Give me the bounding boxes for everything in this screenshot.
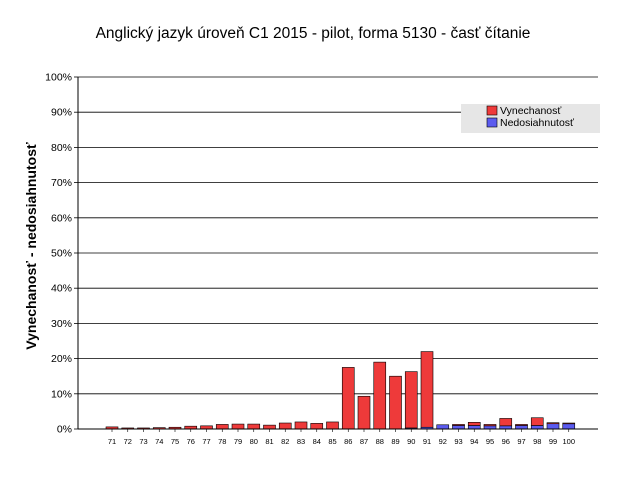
- x-tick-label: 88: [376, 437, 384, 446]
- y-tick-label: 20%: [51, 353, 72, 365]
- grid-lines: [78, 76, 598, 395]
- x-tick-label: 81: [265, 437, 273, 446]
- bar-nedosiahnutost-98: [530, 425, 544, 430]
- bar-vynechanost-83: [294, 421, 308, 430]
- y-tick-label: 10%: [51, 388, 72, 400]
- bar-vynechanost-94: [467, 422, 481, 426]
- bar-vynechanost-89: [389, 375, 402, 430]
- bar-nedosiahnutost-97: [515, 425, 528, 430]
- y-tick-label: 80%: [51, 142, 72, 154]
- y-tick-label: 30%: [51, 318, 72, 330]
- bar-vynechanost-78: [215, 424, 229, 430]
- bar-vynechanost-90: [404, 371, 418, 429]
- x-tick-label: 91: [423, 437, 431, 446]
- bar-vynechanost-79: [231, 423, 245, 430]
- x-tick-label: 79: [234, 437, 242, 446]
- x-tick-label: 95: [486, 437, 494, 446]
- x-tick-label: 84: [313, 437, 321, 446]
- bar-nedosiahnutost-99: [546, 423, 560, 430]
- legend: Vynechanosť Nedosiahnutosť: [461, 104, 600, 133]
- x-tick-label: 89: [391, 437, 399, 446]
- x-tick-label: 76: [187, 437, 195, 446]
- bar-vynechanost-97: [515, 424, 528, 426]
- x-tick-label: 92: [439, 437, 447, 446]
- x-tick-label: 78: [218, 437, 226, 446]
- x-tick-label: 83: [297, 437, 305, 446]
- x-tick-label: 94: [470, 437, 478, 446]
- bar-vynechanost-96: [499, 418, 513, 427]
- bar-vynechanost-80: [247, 423, 261, 430]
- x-tick-label: 86: [344, 437, 352, 446]
- legend-background: [461, 104, 600, 133]
- bar-nedosiahnutost-93: [452, 425, 465, 430]
- x-axis-ticks: 71 72 73 74 75 76 77 78 79 80 81 82 83 84 85 86 87 88 89 90…: [108, 429, 575, 446]
- y-axis-label: Vynechanosť - nedosiahnutosť: [23, 142, 39, 350]
- x-tick-label: 98: [533, 437, 541, 446]
- x-tick-label: 74: [155, 437, 163, 446]
- y-axis-ticks: 0% 10% 20% 30% 40% 50% 60% 70% 80% 90% 100%: [45, 72, 78, 436]
- legend-label-vynechanost: Vynechanosť: [500, 105, 562, 117]
- bar-vynechanost-98: [530, 417, 544, 426]
- bar-vynechanost-85: [326, 421, 339, 430]
- y-tick-label: 60%: [51, 212, 72, 224]
- bar-vynechanost-88: [373, 361, 387, 430]
- x-tick-label: 93: [454, 437, 462, 446]
- x-tick-label: 77: [202, 437, 210, 446]
- x-tick-label: 71: [108, 437, 116, 446]
- bar-nedosiahnutost-100: [562, 423, 576, 430]
- x-tick-label: 97: [517, 437, 525, 446]
- y-tick-label: 70%: [51, 177, 72, 189]
- bar-vynechanost-87: [357, 395, 371, 430]
- bar-vynechanost-93: [452, 424, 465, 426]
- x-tick-label: 96: [502, 437, 510, 446]
- y-tick-label: 100%: [45, 72, 72, 84]
- x-tick-label: 87: [360, 437, 368, 446]
- legend-label-nedosiahnutost: Nedosiahnutosť: [500, 117, 575, 129]
- bar-vynechanost-82: [278, 422, 292, 430]
- bar-vynechanost-91: [420, 351, 434, 428]
- bars: [105, 351, 576, 430]
- x-tick-label: 82: [281, 437, 289, 446]
- bar-vynechanost-99: [546, 422, 560, 425]
- y-tick-label: 90%: [51, 107, 72, 119]
- bar-vynechanost-100: [562, 422, 576, 425]
- chart-title: Anglický jazyk úroveň C1 2015 - pilot, f…: [95, 25, 531, 42]
- y-tick-label: 40%: [51, 283, 72, 295]
- x-tick-label: 80: [250, 437, 258, 446]
- bar-vynechanost-84: [310, 423, 324, 430]
- bar-vynechanost-81: [263, 424, 276, 430]
- legend-swatch-nedosiahnutost: [486, 117, 498, 128]
- bar-nedosiahnutost-94: [467, 425, 481, 430]
- y-tick-label: 0%: [57, 424, 72, 436]
- bar-nedosiahnutost-92: [436, 424, 450, 430]
- bar-vynechanost-95: [483, 424, 497, 427]
- legend-swatch-vynechanost: [486, 105, 498, 116]
- x-tick-label: 85: [328, 437, 336, 446]
- y-tick-label: 50%: [51, 248, 72, 260]
- x-tick-label: 72: [124, 437, 132, 446]
- x-tick-label: 73: [139, 437, 147, 446]
- x-tick-label: 75: [171, 437, 179, 446]
- x-tick-label: 90: [407, 437, 415, 446]
- bar-vynechanost-86: [341, 367, 355, 430]
- x-tick-label: 99: [549, 437, 557, 446]
- x-tick-label: 100: [562, 437, 575, 446]
